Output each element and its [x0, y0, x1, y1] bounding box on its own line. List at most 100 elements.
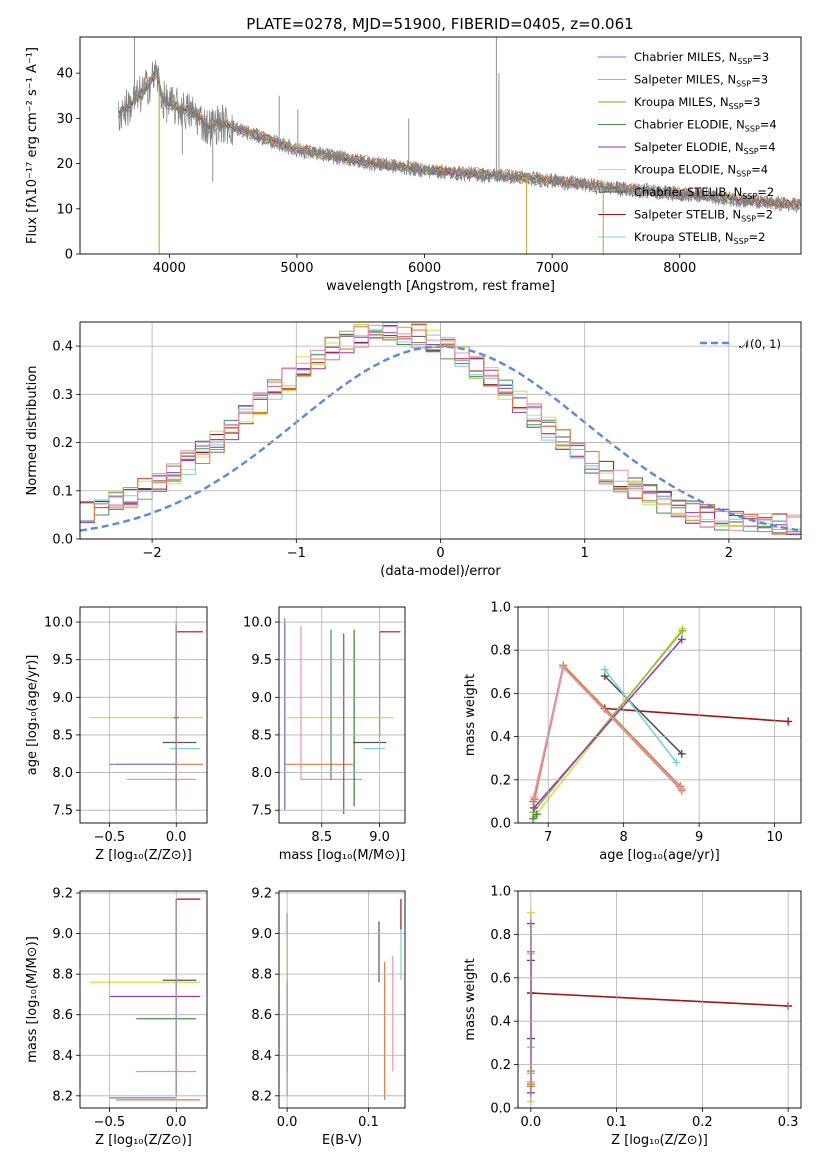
x-tick-label: 8.5 [311, 830, 332, 845]
legend-text: Chabrier STELIB, N [634, 185, 742, 199]
x-tick-label: 0.0 [521, 1115, 542, 1130]
y-axis-label: Normed distribution [25, 366, 40, 496]
y-tick-label: 8.4 [52, 1049, 73, 1064]
y-tick-label: 9.0 [251, 927, 272, 942]
x-tick-label: 0.1 [606, 1115, 627, 1130]
axes-frame [79, 36, 802, 255]
y-tick-label: 0.8 [490, 644, 511, 659]
x-tick-label: 0.1 [358, 1115, 379, 1130]
x-tick-label: 7 [544, 830, 552, 845]
legend-tail: =3 [744, 95, 761, 109]
legend-tail: =2 [757, 185, 774, 199]
axes-mass-age: 8.5 9.0 7.5 8.0 8.5 9.0 9.5 10.0 mass [log₁₀(M/M… [243, 606, 406, 863]
y-tick-label: 10 [56, 202, 73, 217]
legend-entry: Kroupa ELODIE, NSSP=4 [634, 163, 768, 179]
x-axis-label: Z [log₁₀(Z/Z⊙)] [95, 1133, 192, 1148]
errorbar-point [126, 629, 197, 803]
y-tick-label: 9.5 [251, 653, 272, 668]
x-axis-label: age [log₁₀(age/yr)] [599, 848, 720, 863]
y-tick-label: 0.6 [490, 687, 511, 702]
axes-frame [278, 890, 406, 1109]
legend: 𝒩(0, 1) [700, 337, 781, 351]
y-tick-label: 40 [56, 67, 73, 82]
plot-area-z-age [89, 622, 203, 814]
axes-ebv-mass: 0.0 0.1 8.2 8.4 8.6 8.8 9.0 9.2 E(B-V) [251, 887, 406, 1148]
legend-tail: =2 [756, 208, 773, 222]
y-tick-label: 1.0 [490, 885, 511, 900]
weight-line [530, 992, 789, 1007]
legend-text: Kroupa MILES, N [634, 95, 729, 109]
weight-series [600, 665, 681, 767]
x-tick-label: 9 [695, 830, 703, 845]
y-tick-label: 7.5 [251, 804, 272, 819]
x-tick-label: −0.5 [94, 1115, 126, 1130]
axes-frame [517, 606, 802, 824]
legend-sub: SSP [744, 147, 759, 156]
legend-entry: Kroupa MILES, NSSP=3 [634, 95, 760, 111]
y-tick-label: 9.5 [52, 653, 73, 668]
y-tick-label: 8.8 [251, 968, 272, 983]
weight-series [526, 988, 793, 1011]
plus-marker [600, 665, 609, 674]
y-axis-label: mass weight [463, 674, 478, 756]
y-tick-label: 9.0 [52, 927, 73, 942]
y-tick-label: 0.4 [52, 340, 73, 355]
axes-frame [79, 890, 208, 1109]
x-tick-label: 10 [766, 830, 783, 845]
axes-frame [278, 606, 406, 824]
legend-sub: SSP [734, 237, 749, 246]
legend-text: Salpeter ELODIE, N [634, 140, 744, 154]
y-tick-label: 0.1 [52, 484, 73, 499]
plot-area-age-weight [529, 624, 793, 823]
x-axis-label: (data-model)/error [380, 564, 501, 579]
errorbar-point [89, 622, 203, 814]
plus-marker [559, 663, 568, 672]
axes-frame [79, 606, 208, 824]
errorbar-point [175, 631, 203, 738]
weight-line [532, 630, 684, 813]
y-tick-label: 7.5 [52, 804, 73, 819]
legend-sub: SSP [737, 57, 752, 66]
y-tick-label: 8.0 [251, 766, 272, 781]
axes-z-age: −0.5 0.0 7.5 8.0 8.5 9.0 9.5 10.0 Z [log₁₀(Z/Z⊙)… [25, 606, 208, 863]
legend-text: Kroupa STELIB, N [634, 230, 734, 244]
legend-entry: Salpeter MILES, NSSP=3 [634, 73, 768, 89]
legend-tail: =3 [751, 73, 768, 87]
y-tick-label: 8.4 [251, 1049, 272, 1064]
y-tick-label: 0.8 [490, 928, 511, 943]
x-tick-label: −1 [287, 546, 306, 561]
plot-area-z-weight [526, 908, 793, 1106]
legend-text: Salpeter STELIB, N [634, 208, 741, 222]
plus-marker [529, 793, 538, 802]
legend-sub: SSP [736, 80, 751, 89]
x-tick-label: 0.0 [166, 1115, 187, 1130]
legend-tail: =4 [759, 140, 776, 154]
legend-entry: Kroupa STELIB, NSSP=2 [634, 230, 765, 246]
y-tick-label: 0.2 [52, 436, 73, 451]
plus-marker [784, 717, 793, 726]
y-tick-label: 8.6 [52, 1008, 73, 1023]
y-tick-label: 0.6 [490, 971, 511, 986]
y-tick-label: 9.2 [251, 887, 272, 902]
weight-series [529, 635, 686, 812]
y-axis-label: mass [log₁₀(M/M⊙)] [25, 936, 40, 1063]
x-tick-label: 0.2 [692, 1115, 713, 1130]
y-tick-label: 8.2 [52, 1089, 73, 1104]
legend-tail: =4 [751, 163, 768, 177]
x-tick-label: −0.5 [94, 830, 126, 845]
y-tick-label: 0.2 [490, 1058, 511, 1073]
legend-entry: Chabrier MILES, NSSP=3 [634, 50, 769, 66]
legend-tail: =3 [752, 50, 769, 64]
plus-marker [529, 814, 538, 823]
y-tick-label: 0.4 [490, 1015, 511, 1030]
y-tick-label: 0.2 [490, 773, 511, 788]
y-tick-label: 20 [56, 157, 73, 172]
plots-container: 4000 5000 6000 7000 8000010203040wavelength … [25, 36, 802, 1148]
y-tick-label: 8.8 [52, 968, 73, 983]
plus-marker [677, 635, 686, 644]
x-tick-label: 9.0 [369, 830, 390, 845]
errorbar-point [284, 622, 353, 811]
y-tick-label: 0 [65, 248, 73, 263]
weight-line [604, 707, 789, 723]
